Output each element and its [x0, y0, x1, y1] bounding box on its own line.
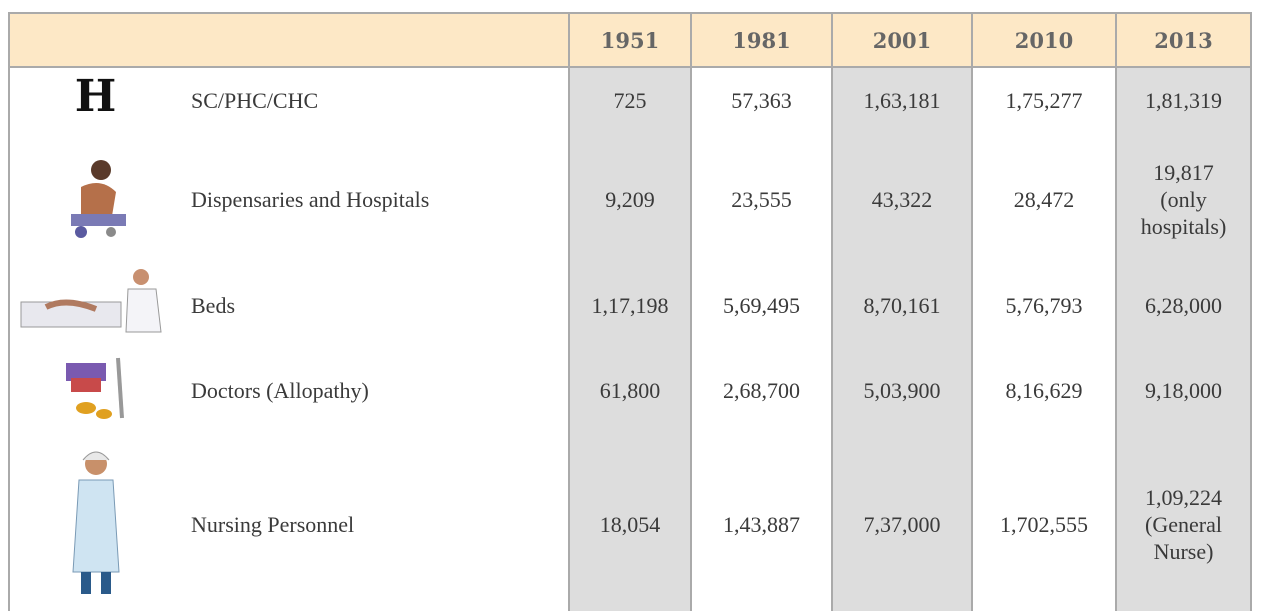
year-header: 2013 — [1116, 13, 1251, 67]
row-label: SC/PHC/CHC — [181, 67, 569, 132]
icon-image — [14, 348, 177, 434]
data-cell: 5,03,900 — [832, 343, 972, 438]
icon-image — [14, 152, 177, 248]
data-cell: 1,09,224 (General Nurse) — [1116, 438, 1251, 611]
row-icon — [9, 267, 181, 343]
year-header: 2010 — [972, 13, 1116, 67]
data-cell: 9,209 — [569, 132, 691, 267]
data-cell: 8,16,629 — [972, 343, 1116, 438]
data-cell: 1,702,555 — [972, 438, 1116, 611]
data-cell: 1,43,887 — [691, 438, 832, 611]
data-cell: 1,17,198 — [569, 267, 691, 343]
data-cell: 1,81,319 — [1116, 67, 1251, 132]
data-cell: 725 — [569, 67, 691, 132]
icon-letter: H — [75, 71, 117, 122]
data-cell: 2,68,700 — [691, 343, 832, 438]
row-label: Dispensaries and Hospitals — [181, 132, 569, 267]
row-label: Beds — [181, 267, 569, 343]
icon-image — [14, 442, 177, 608]
data-cell: 9,18,000 — [1116, 343, 1251, 438]
year-header: 2001 — [832, 13, 972, 67]
row-icon: H — [9, 67, 181, 132]
data-cell: 43,322 — [832, 132, 972, 267]
data-cell: 61,800 — [569, 343, 691, 438]
data-cell: 1,63,181 — [832, 67, 972, 132]
page: 19511981200120102013 H SC/PHC/CHC72557,36… — [0, 0, 1268, 611]
row-icon — [9, 343, 181, 438]
data-cell: 1,75,277 — [972, 67, 1116, 132]
data-cell: 57,363 — [691, 67, 832, 132]
icon-image — [14, 267, 177, 343]
data-cell: 7,37,000 — [832, 438, 972, 611]
data-cell: 23,555 — [691, 132, 832, 267]
data-cell: 18,054 — [569, 438, 691, 611]
data-cell: 19,817 (only hospitals) — [1116, 132, 1251, 267]
row-icon — [9, 132, 181, 267]
data-cell: 5,69,495 — [691, 267, 832, 343]
data-cell: 28,472 — [972, 132, 1116, 267]
year-header: 1981 — [691, 13, 832, 67]
header-blank — [9, 13, 569, 67]
row-label: Doctors (Allopathy) — [181, 343, 569, 438]
row-label: Nursing Personnel — [181, 438, 569, 611]
data-cell: 5,76,793 — [972, 267, 1116, 343]
row-icon — [9, 438, 181, 611]
year-header: 1951 — [569, 13, 691, 67]
data-cell: 8,70,161 — [832, 267, 972, 343]
data-cell: 6,28,000 — [1116, 267, 1251, 343]
